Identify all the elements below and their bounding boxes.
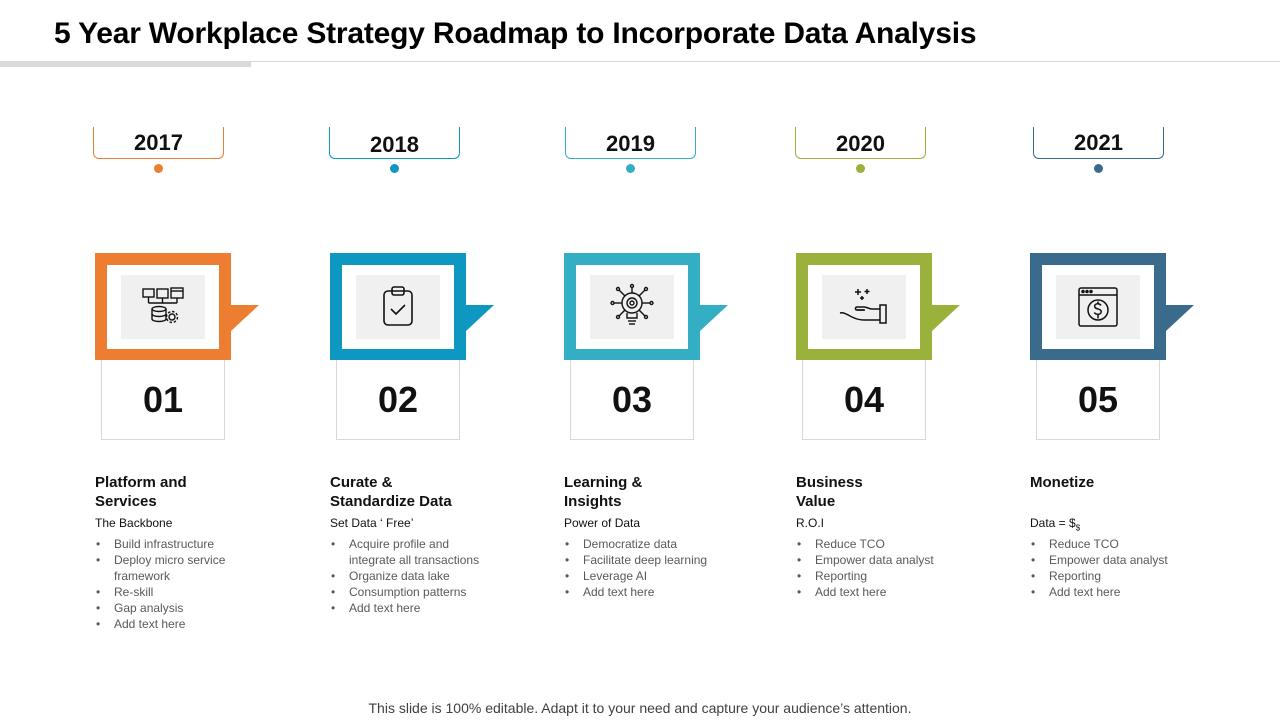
step-subheading: R.O.I xyxy=(796,516,825,530)
year-label: 2021 xyxy=(1074,130,1123,155)
title-divider xyxy=(0,61,1280,62)
lightbulb-network-icon xyxy=(590,275,674,339)
browser-dollar-icon xyxy=(1056,275,1140,339)
step-bullet-list: Acquire profile and integrate all transa… xyxy=(330,536,495,616)
step-bullet: Consumption patterns xyxy=(330,584,495,600)
year-marker xyxy=(626,164,635,173)
year-label: 2020 xyxy=(836,131,885,156)
frame-pointer xyxy=(700,305,728,331)
year-marker xyxy=(856,164,865,173)
step-subheading: Power of Data xyxy=(564,516,641,530)
step-number: 03 xyxy=(611,378,653,420)
step-number-box: 03 xyxy=(570,360,694,440)
step-subheading: Data = $$ xyxy=(1030,516,1081,533)
step-bullet: Reduce TCO xyxy=(1030,536,1200,552)
step-bullet: Deploy micro service framework xyxy=(95,552,235,584)
step-number: 02 xyxy=(377,378,419,420)
step-number: 04 xyxy=(843,378,885,420)
step-bullet: Gap analysis xyxy=(95,600,235,616)
step-bullet: Empower data analyst xyxy=(796,552,966,568)
step-number-box: 02 xyxy=(336,360,460,440)
title-accent-bar xyxy=(0,61,251,67)
step-number-box: 01 xyxy=(101,360,225,440)
year-marker xyxy=(1094,164,1103,173)
year-bracket xyxy=(93,127,224,159)
step-bullet: Empower data analyst xyxy=(1030,552,1200,568)
step-icon-frame xyxy=(796,253,932,360)
step-icon-frame xyxy=(330,253,466,360)
year-bracket xyxy=(795,127,926,159)
frame-pointer xyxy=(932,305,960,331)
frame-pointer xyxy=(466,305,494,331)
hand-sparkle-icon xyxy=(822,275,906,339)
year-marker xyxy=(154,164,163,173)
year-label: 2017 xyxy=(134,130,183,155)
year-label: 2018 xyxy=(370,132,419,157)
step-heading: Curate & Standardize Data xyxy=(330,474,452,510)
step-number-box: 04 xyxy=(802,360,926,440)
roadmap-step-5: 2021 05 Monetize Data = $$ Reduce TCOEmp… xyxy=(1030,0,1230,720)
page-title: 5 Year Workplace Strategy Roadmap to Inc… xyxy=(54,17,977,50)
step-bullet: Democratize data xyxy=(564,536,734,552)
roadmap-step-4: 2020 04 Business Value R.O.I Reduce TCOE… xyxy=(795,0,996,720)
year-marker xyxy=(390,164,399,173)
step-bullet: Leverage AI xyxy=(564,568,734,584)
frame-pointer xyxy=(231,305,259,331)
step-heading: Monetize xyxy=(1030,474,1095,491)
roadmap-step-3: 2019 03 Learning & Insights Power of Dat… xyxy=(564,0,764,720)
step-bullet: Add text here xyxy=(330,600,495,616)
year-bracket xyxy=(565,127,696,159)
step-bullet: Build infrastructure xyxy=(95,536,235,552)
step-bullet: Add text here xyxy=(1030,584,1200,600)
clipboard-check-icon xyxy=(356,275,440,339)
step-bullet: Organize data lake xyxy=(330,568,495,584)
step-heading: Business Value xyxy=(796,474,863,510)
step-bullet-list: Build infrastructureDeploy micro service… xyxy=(95,536,235,632)
step-bullet: Add text here xyxy=(564,584,734,600)
footer-note: This slide is 100% editable. Adapt it to… xyxy=(368,700,912,716)
roadmap-step-2: 2018 02 Curate & Standardize Data Set Da… xyxy=(329,0,530,720)
step-heading: Learning & Insights xyxy=(564,474,643,510)
year-bracket xyxy=(1033,127,1164,159)
step-bullet: Acquire profile and integrate all transa… xyxy=(330,536,495,568)
step-number-box: 05 xyxy=(1036,360,1160,440)
data-infrastructure-icon xyxy=(121,275,205,339)
step-number: 01 xyxy=(142,378,184,420)
step-subheading: Set Data ‘ Free’ xyxy=(330,516,414,530)
step-bullet: Add text here xyxy=(796,584,966,600)
step-bullet: Add text here xyxy=(95,616,235,632)
step-heading: Platform and Services xyxy=(95,474,187,510)
year-label: 2019 xyxy=(606,131,655,156)
step-icon-frame xyxy=(564,253,700,360)
roadmap-step-1: 2017 01 Platform and Services The Backbo… xyxy=(93,0,295,720)
frame-pointer xyxy=(1166,305,1194,331)
step-icon-frame xyxy=(1030,253,1166,360)
step-bullet: Re-skill xyxy=(95,584,235,600)
year-bracket xyxy=(329,127,460,159)
step-bullet: Reduce TCO xyxy=(796,536,966,552)
step-bullet: Reporting xyxy=(1030,568,1200,584)
step-subheading: The Backbone xyxy=(95,516,173,530)
step-bullet: Facilitate deep learning xyxy=(564,552,734,568)
step-bullet-list: Reduce TCOEmpower data analystReportingA… xyxy=(1030,536,1200,600)
step-bullet-list: Reduce TCOEmpower data analystReportingA… xyxy=(796,536,966,600)
step-number: 05 xyxy=(1077,378,1119,420)
step-bullet-list: Democratize dataFacilitate deep learning… xyxy=(564,536,734,600)
step-icon-frame xyxy=(95,253,231,360)
step-bullet: Reporting xyxy=(796,568,966,584)
